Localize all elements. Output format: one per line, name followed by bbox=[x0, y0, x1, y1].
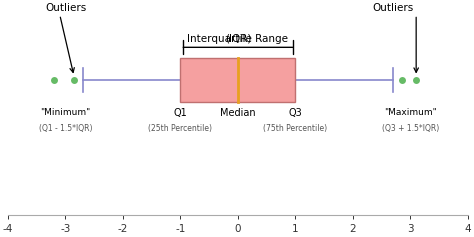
Text: "Maximum": "Maximum" bbox=[384, 108, 437, 117]
Text: Q3: Q3 bbox=[289, 108, 302, 118]
Text: (25th Percentile): (25th Percentile) bbox=[148, 124, 212, 133]
Text: Median: Median bbox=[220, 108, 256, 118]
Text: Outliers: Outliers bbox=[46, 3, 87, 13]
Text: Q1: Q1 bbox=[173, 108, 187, 118]
Text: "Minimum": "Minimum" bbox=[40, 108, 91, 117]
Text: (75th Percentile): (75th Percentile) bbox=[264, 124, 328, 133]
Text: (Q1 - 1.5*IQR): (Q1 - 1.5*IQR) bbox=[39, 124, 92, 133]
Text: Interquartile Range: Interquartile Range bbox=[187, 34, 289, 44]
Text: (IQR): (IQR) bbox=[225, 22, 251, 44]
Bar bbox=[181, 58, 295, 102]
Text: Outliers: Outliers bbox=[372, 3, 413, 13]
Text: (Q3 + 1.5*IQR): (Q3 + 1.5*IQR) bbox=[382, 124, 439, 133]
